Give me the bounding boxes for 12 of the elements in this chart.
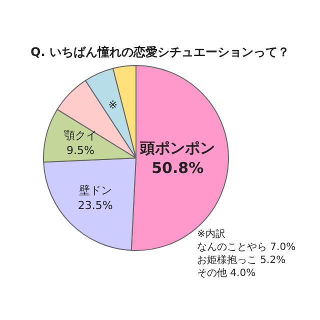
chart-title: Q. いちばん憧れの恋愛シチュエーションって？ [30, 44, 290, 61]
data-label: 50.8% [152, 158, 204, 177]
text: なんのことやら 7.0% [197, 241, 296, 254]
text: ※内訳 [197, 228, 226, 241]
data-label: 9.5% [66, 144, 94, 157]
slice-label: 頭ポンポン [139, 138, 216, 157]
slice-label: 壁ドン [78, 184, 112, 197]
text: お姫様抱っこ 5.2% [197, 254, 286, 267]
text: その他 4.0% [197, 267, 256, 280]
slice-label: ※ [108, 98, 118, 112]
slice-label: 顎クイ [64, 128, 97, 142]
data-label: 23.5% [78, 198, 113, 212]
